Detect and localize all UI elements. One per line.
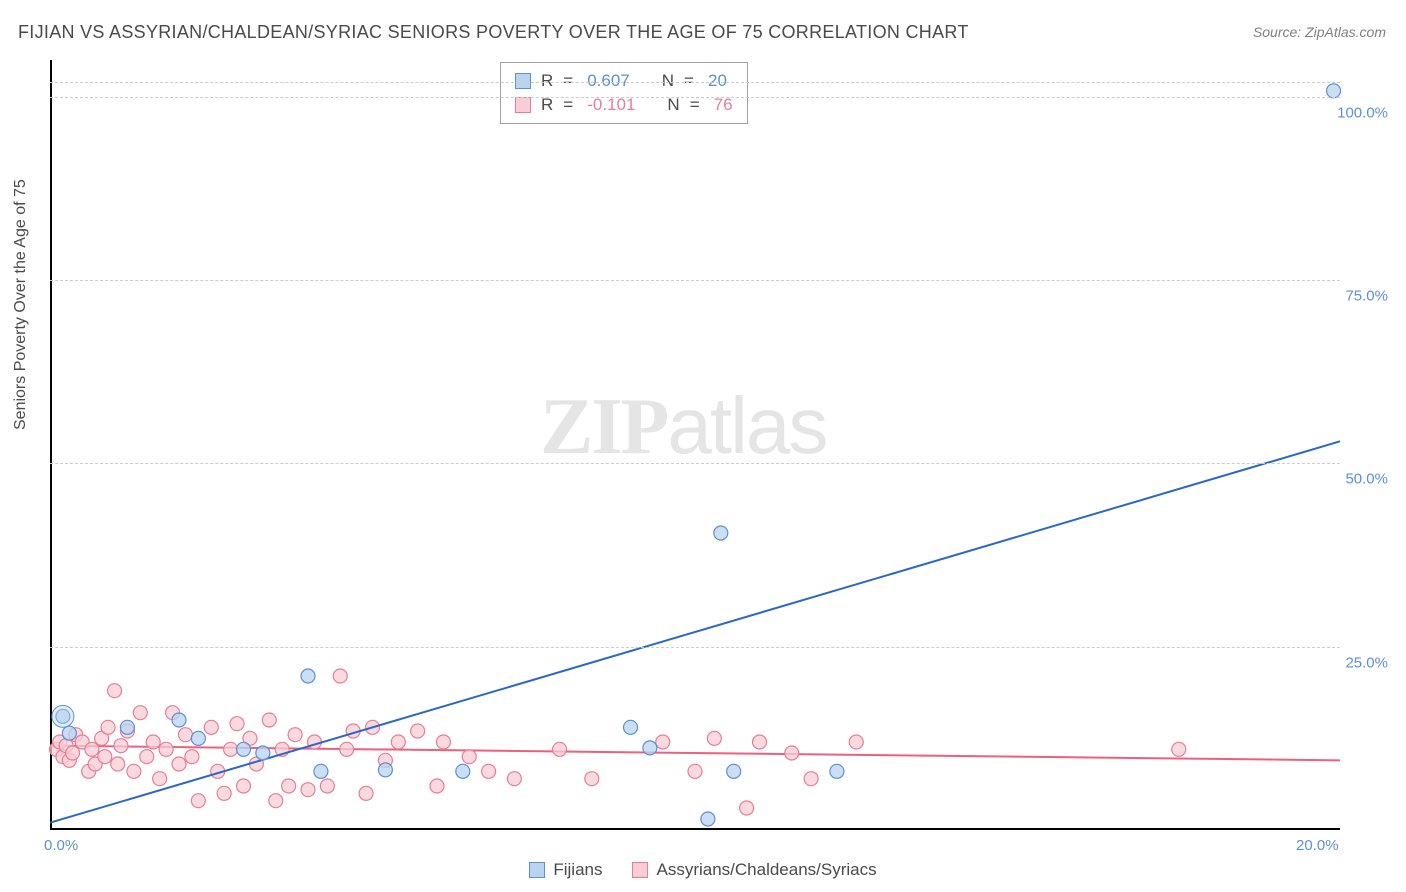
plot-svg bbox=[50, 60, 1340, 830]
legend-label-fijians: Fijians bbox=[553, 860, 602, 880]
stats-row-fijians: R = 0.607 N = 20 bbox=[515, 69, 733, 93]
ytick-label: 100.0% bbox=[1337, 104, 1388, 121]
source-label: Source: ZipAtlas.com bbox=[1253, 24, 1386, 40]
stats-legend: R = 0.607 N = 20 R = -0.101 N = 76 bbox=[500, 62, 748, 124]
legend-label-acs: Assyrians/Chaldeans/Syriacs bbox=[656, 860, 876, 880]
series-legend: Fijians Assyrians/Chaldeans/Syriacs bbox=[0, 860, 1406, 880]
legend-swatch-acs bbox=[632, 862, 648, 878]
legend-swatch-fijians bbox=[529, 862, 545, 878]
ytick-label: 25.0% bbox=[1345, 654, 1388, 671]
ytick-label: 75.0% bbox=[1345, 288, 1388, 305]
gridline-h bbox=[50, 82, 1340, 83]
chart-title: FIJIAN VS ASSYRIAN/CHALDEAN/SYRIAC SENIO… bbox=[18, 22, 969, 43]
gridline-h bbox=[50, 647, 1340, 648]
xtick-label: 0.0% bbox=[44, 837, 78, 854]
gridline-h bbox=[50, 97, 1340, 98]
gridline-h bbox=[50, 463, 1340, 464]
xtick-label: 20.0% bbox=[1296, 837, 1339, 854]
n-value-acs: 76 bbox=[714, 95, 733, 115]
r-value-fijians: 0.607 bbox=[587, 71, 630, 91]
swatch-fijians bbox=[515, 73, 531, 89]
gridline-h bbox=[50, 280, 1340, 281]
y-axis-label: Seniors Poverty Over the Age of 75 bbox=[12, 179, 30, 430]
legend-acs: Assyrians/Chaldeans/Syriacs bbox=[632, 860, 876, 880]
legend-fijians: Fijians bbox=[529, 860, 602, 880]
ytick-label: 50.0% bbox=[1345, 471, 1388, 488]
swatch-acs bbox=[515, 97, 531, 113]
n-value-fijians: 20 bbox=[708, 71, 727, 91]
r-value-acs: -0.101 bbox=[587, 95, 635, 115]
